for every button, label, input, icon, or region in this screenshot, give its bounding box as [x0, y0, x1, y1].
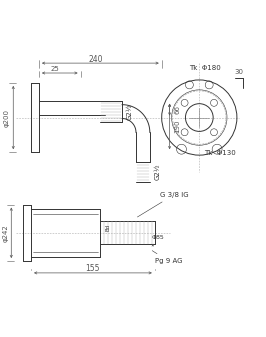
Text: 240: 240 — [88, 55, 103, 64]
Text: G 3/8 IG: G 3/8 IG — [137, 192, 188, 217]
Text: φ200: φ200 — [3, 109, 9, 126]
Text: φ242: φ242 — [2, 224, 8, 242]
Text: Tk  Φ130: Tk Φ130 — [204, 150, 236, 156]
Text: Pg 9 AG: Pg 9 AG — [152, 251, 182, 264]
Text: Bd: Bd — [106, 224, 111, 231]
Text: 25: 25 — [51, 66, 59, 72]
Text: 190: 190 — [174, 120, 181, 133]
Text: 66: 66 — [174, 105, 181, 114]
Text: G2½: G2½ — [127, 103, 133, 120]
Text: 155: 155 — [86, 265, 100, 273]
Text: Φ85: Φ85 — [151, 235, 164, 240]
Text: 30: 30 — [234, 69, 243, 75]
Text: Tk  Φ180: Tk Φ180 — [189, 65, 221, 71]
Text: G2½: G2½ — [155, 164, 161, 180]
